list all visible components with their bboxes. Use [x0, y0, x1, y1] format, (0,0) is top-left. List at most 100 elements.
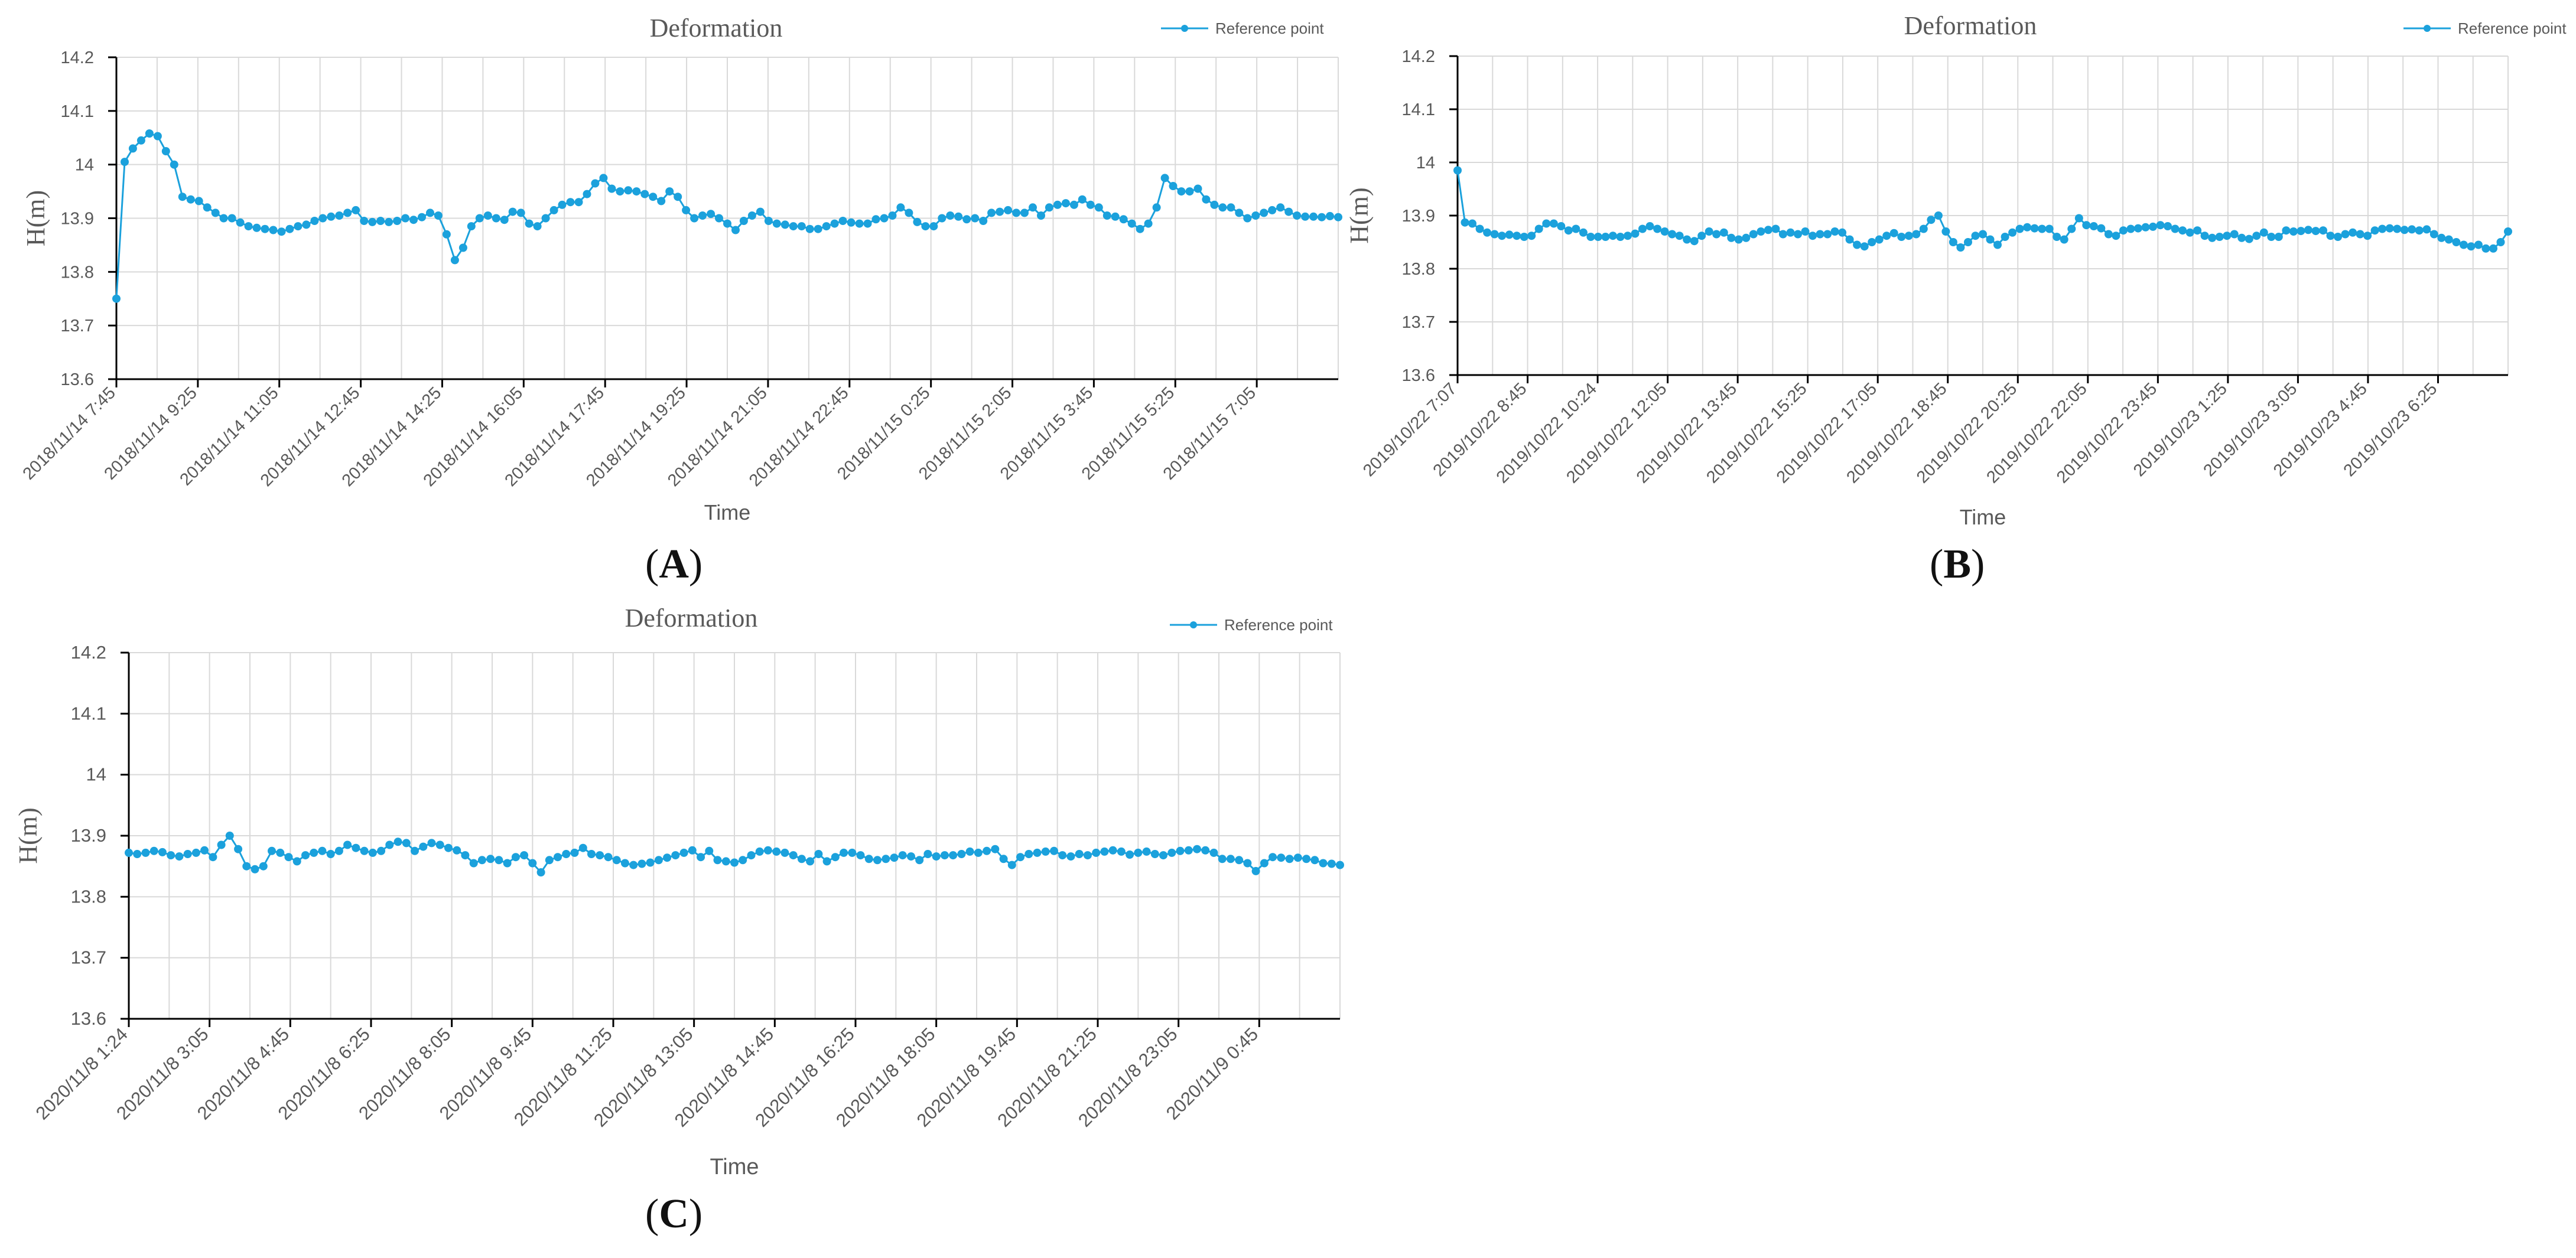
data-point — [2215, 233, 2224, 241]
data-point — [1176, 846, 1185, 855]
data-point — [2496, 238, 2505, 246]
data-point — [1690, 237, 1699, 246]
data-point — [1094, 203, 1103, 212]
data-point — [225, 832, 234, 840]
data-point — [629, 861, 638, 869]
data-point — [1235, 856, 1244, 865]
x-axis-title: Time — [710, 1155, 759, 1179]
data-point — [1336, 861, 1344, 869]
chart-panel-c: 14.2 14.1 14 13.9 13.8 13.7 13.6 2020/11/8 1:24… — [0, 591, 1344, 1181]
data-point — [1461, 218, 1469, 227]
data-point — [483, 211, 492, 220]
data-point — [1302, 855, 1311, 863]
data-point — [566, 198, 575, 207]
data-point — [987, 208, 996, 217]
data-point — [2119, 226, 2128, 235]
data-point — [1334, 213, 1342, 221]
data-point — [2363, 232, 2372, 240]
y-tick-label: 13.8 — [1402, 260, 1435, 279]
data-point — [1786, 228, 1795, 237]
data-point — [665, 187, 674, 196]
data-point — [1004, 206, 1013, 214]
data-point — [475, 214, 484, 223]
data-point — [261, 224, 269, 233]
data-point — [1683, 235, 1692, 244]
data-point — [604, 853, 613, 862]
data-point — [1845, 235, 1854, 244]
data-point — [1986, 235, 1995, 244]
data-point — [1142, 847, 1151, 856]
data-point — [2370, 226, 2379, 235]
data-point — [2074, 214, 2083, 223]
data-point — [2341, 230, 2350, 239]
data-point — [525, 219, 534, 228]
data-point — [2274, 233, 2283, 241]
data-point — [183, 850, 192, 858]
data-point — [1653, 224, 1662, 233]
data-point — [385, 217, 393, 226]
data-point — [1794, 230, 1802, 239]
data-point — [979, 217, 988, 225]
data-point — [426, 208, 434, 217]
y-tick-label: 13.8 — [71, 886, 106, 907]
data-point — [898, 851, 907, 860]
data-point — [789, 851, 798, 860]
data-point — [1136, 224, 1144, 233]
data-point — [2467, 242, 2476, 251]
data-point — [2053, 233, 2061, 241]
legend-marker — [1190, 621, 1197, 628]
data-point — [1919, 224, 1928, 233]
data-point — [1268, 206, 1277, 214]
data-point — [882, 855, 890, 863]
data-point — [549, 206, 558, 214]
data-point — [219, 214, 228, 223]
data-point — [533, 222, 542, 231]
data-point — [301, 851, 310, 860]
data-point — [1126, 850, 1134, 859]
data-point — [797, 855, 806, 863]
data-point — [739, 856, 747, 865]
legend-marker — [1181, 25, 1188, 32]
data-point — [1309, 212, 1318, 221]
data-point — [2178, 226, 2187, 235]
data-point — [458, 243, 467, 252]
y-tick-label: 13.7 — [61, 317, 94, 335]
data-point — [1638, 224, 1647, 233]
data-point — [1593, 233, 1602, 241]
y-tick-label: 14.2 — [61, 48, 94, 67]
y-axis-title: H(m) — [1345, 187, 1374, 243]
data-point — [1160, 174, 1169, 182]
data-point — [612, 856, 621, 865]
data-point — [112, 294, 121, 303]
data-point — [2208, 233, 2217, 242]
panel-label-b: (B) — [1930, 542, 1985, 587]
data-point — [419, 842, 428, 851]
data-point — [2385, 224, 2394, 233]
data-point — [1483, 228, 1492, 237]
data-point — [469, 859, 478, 868]
data-point — [624, 186, 633, 195]
data-point — [640, 190, 649, 198]
data-point — [698, 211, 707, 220]
data-point — [1586, 233, 1595, 241]
data-point — [1616, 233, 1625, 241]
panel-label-a: (A) — [645, 542, 703, 587]
data-point — [2311, 227, 2320, 236]
data-point — [822, 222, 831, 231]
data-point — [2444, 235, 2453, 244]
data-point — [649, 193, 658, 201]
data-point — [1579, 228, 1588, 237]
data-point — [385, 840, 394, 849]
data-point — [1660, 227, 1669, 236]
data-point — [1184, 846, 1193, 855]
data-point — [570, 848, 579, 857]
data-point — [1061, 199, 1070, 208]
data-point — [1549, 219, 1558, 228]
data-point — [747, 851, 756, 860]
data-point — [334, 846, 343, 855]
data-point — [1029, 203, 1037, 212]
data-point — [327, 212, 336, 221]
data-point — [401, 214, 410, 223]
